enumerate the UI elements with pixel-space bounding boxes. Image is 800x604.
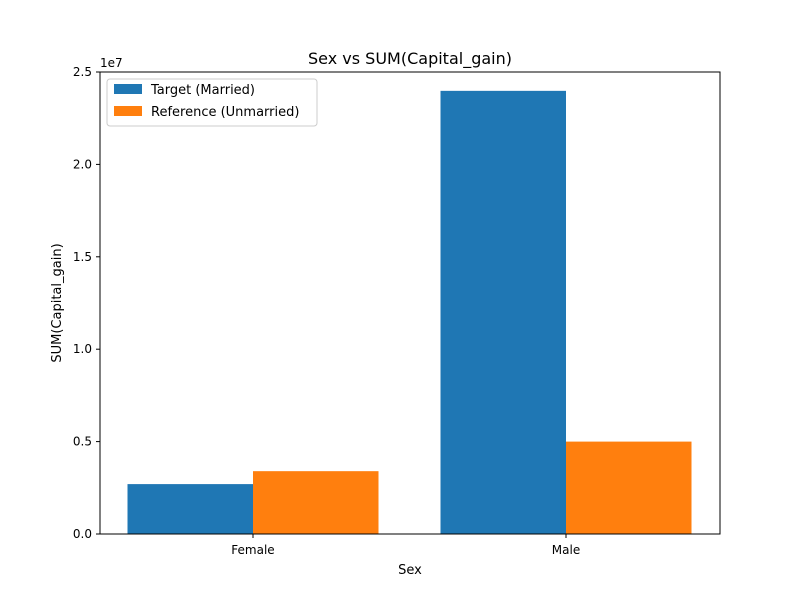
y-tick-label: 1.5 <box>73 250 92 264</box>
legend-label: Target (Married) <box>150 83 255 98</box>
bars-group <box>127 90 692 534</box>
legend-swatch <box>114 84 142 94</box>
legend-swatch <box>114 106 142 116</box>
x-tick-label: Male <box>552 543 580 557</box>
y-tick-label: 2.5 <box>73 65 92 79</box>
chart-title: Sex vs SUM(Capital_gain) <box>308 49 512 69</box>
y-tick-label: 1.0 <box>73 342 92 356</box>
legend-box <box>106 78 318 127</box>
bar-male-reference <box>566 441 692 534</box>
plot-frame <box>99 71 721 535</box>
bar-female-target <box>127 484 253 534</box>
x-tick-label: Female <box>231 543 274 557</box>
legend: Target (Married) Reference (Unmarried) <box>106 78 318 127</box>
y-tick-label: 0.5 <box>73 435 92 449</box>
x-axis-label: Sex <box>398 563 422 578</box>
y-axis-label: SUM(Capital_gain) <box>50 243 65 362</box>
y-tick-label: 2.0 <box>73 157 92 171</box>
bar-male-target <box>440 90 566 534</box>
y-tick-label: 0.0 <box>73 527 92 541</box>
legend-label: Reference (Unmarried) <box>151 105 299 120</box>
x-axis: Female Male <box>231 534 580 557</box>
y-axis: 0.0 0.5 1.0 1.5 2.0 2.5 <box>73 65 100 541</box>
bar-female-reference <box>253 471 379 534</box>
y-offset-label: 1e7 <box>100 56 123 70</box>
